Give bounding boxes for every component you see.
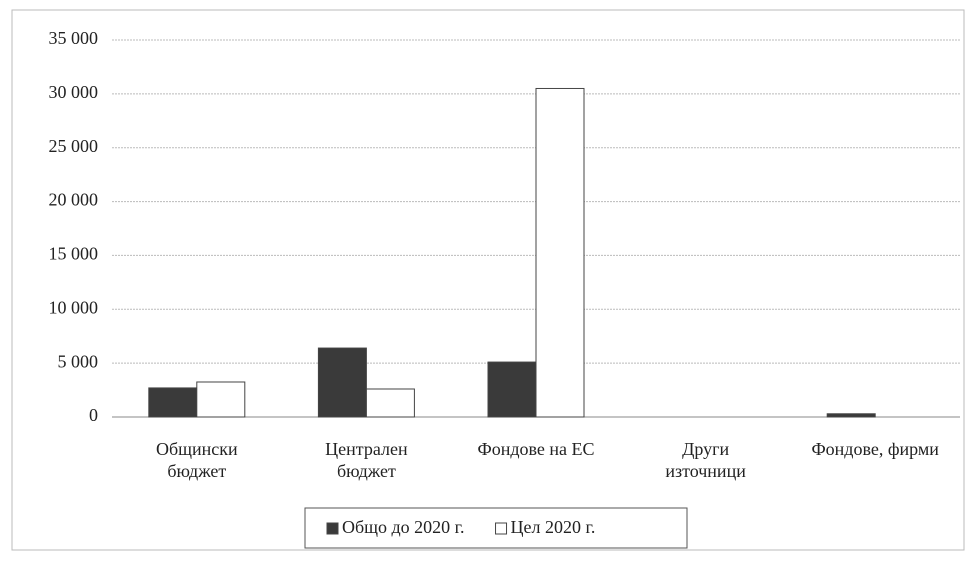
y-tick-label: 30 000 [49, 82, 99, 102]
x-tick-label: Централен бюджет [325, 439, 408, 481]
bar [535, 87, 585, 418]
bar [196, 381, 246, 418]
legend-label: Общо до 2020 г. [342, 517, 465, 537]
bar [487, 361, 537, 418]
x-tick-label: Други източници [665, 439, 746, 481]
y-tick-label: 10 000 [49, 297, 99, 317]
bar [826, 413, 876, 418]
legend-label: Цел 2020 г. [511, 517, 596, 537]
y-tick-label: 0 [89, 405, 98, 425]
legend-swatch [326, 522, 339, 535]
y-tick-label: 15 000 [49, 244, 99, 264]
bar [148, 387, 198, 418]
bar [365, 388, 415, 418]
x-tick-label: Фондове, фирми [811, 439, 939, 459]
y-tick-label: 35 000 [49, 28, 99, 48]
y-tick-label: 20 000 [49, 190, 99, 210]
x-tick-label: Общински бюджет [155, 439, 238, 481]
legend-swatch [495, 522, 508, 535]
x-tick-label: Фондове на ЕС [477, 439, 595, 459]
y-tick-label: 5 000 [58, 351, 99, 371]
y-tick-label: 25 000 [49, 136, 99, 156]
bar [317, 347, 367, 418]
chart-frame [11, 9, 965, 551]
